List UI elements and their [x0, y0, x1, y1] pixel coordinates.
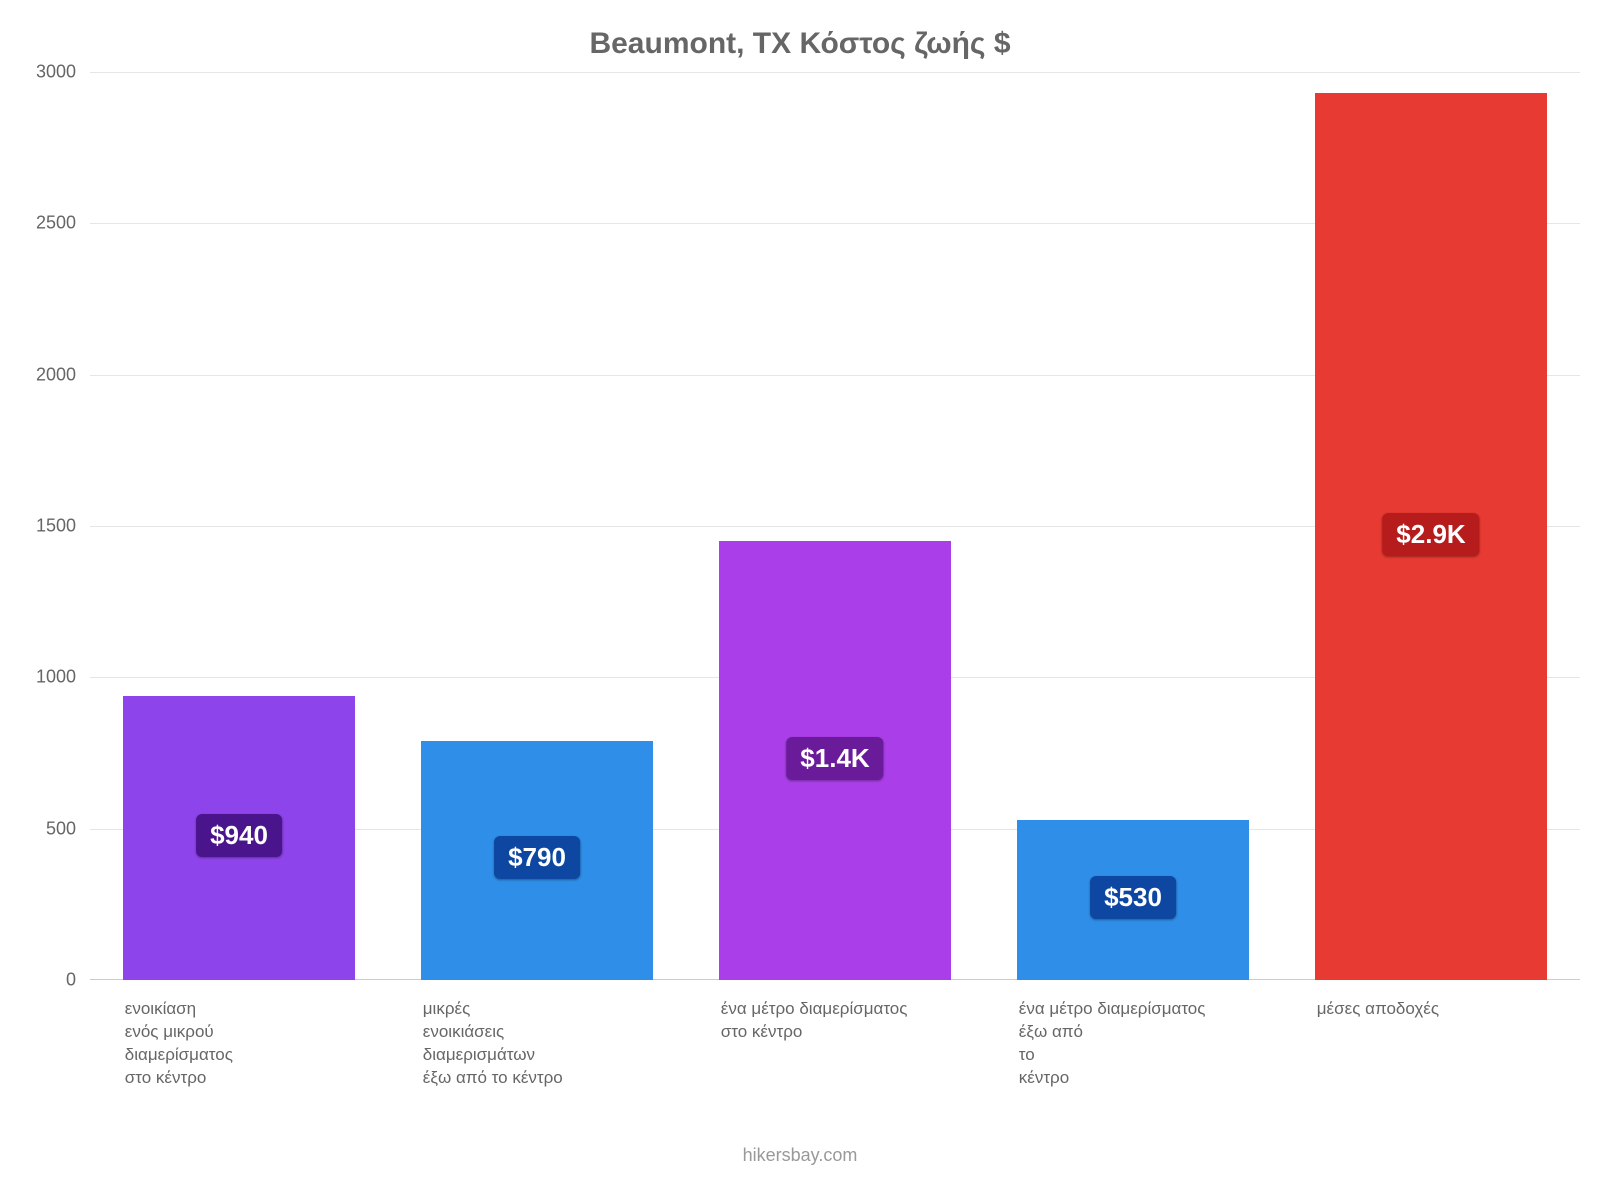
chart-title: Beaumont, TX Κόστος ζωής $	[0, 27, 1600, 61]
chart-container: Beaumont, TX Κόστος ζωής $ 0500100015002…	[0, 0, 1600, 1200]
y-tick-label: 2500	[6, 213, 76, 234]
value-badge: $940	[196, 814, 282, 857]
value-badge: $1.4K	[786, 737, 883, 780]
y-tick-label: 500	[6, 818, 76, 839]
y-tick-label: 1000	[6, 667, 76, 688]
value-badge: $530	[1090, 876, 1176, 919]
y-tick-label: 0	[6, 970, 76, 991]
credit-text: hikersbay.com	[0, 1145, 1600, 1166]
x-tick-label: ενοικίαση ενός μικρού διαμερίσματος στο …	[125, 998, 233, 1090]
x-tick-label: ένα μέτρο διαμερίσματος στο κέντρο	[721, 998, 908, 1044]
gridline	[90, 72, 1580, 73]
value-badge: $790	[494, 836, 580, 879]
y-tick-label: 3000	[6, 62, 76, 83]
x-tick-label: μέσες αποδοχές	[1317, 998, 1439, 1021]
y-tick-label: 1500	[6, 516, 76, 537]
x-tick-label: ένα μέτρο διαμερίσματος έξω από το κέντρ…	[1019, 998, 1206, 1090]
y-tick-label: 2000	[6, 364, 76, 385]
plot-area: 050010001500200025003000$940ενοικίαση εν…	[90, 72, 1580, 980]
x-tick-label: μικρές ενοικιάσεις διαμερισμάτων έξω από…	[423, 998, 563, 1090]
value-badge: $2.9K	[1382, 513, 1479, 556]
